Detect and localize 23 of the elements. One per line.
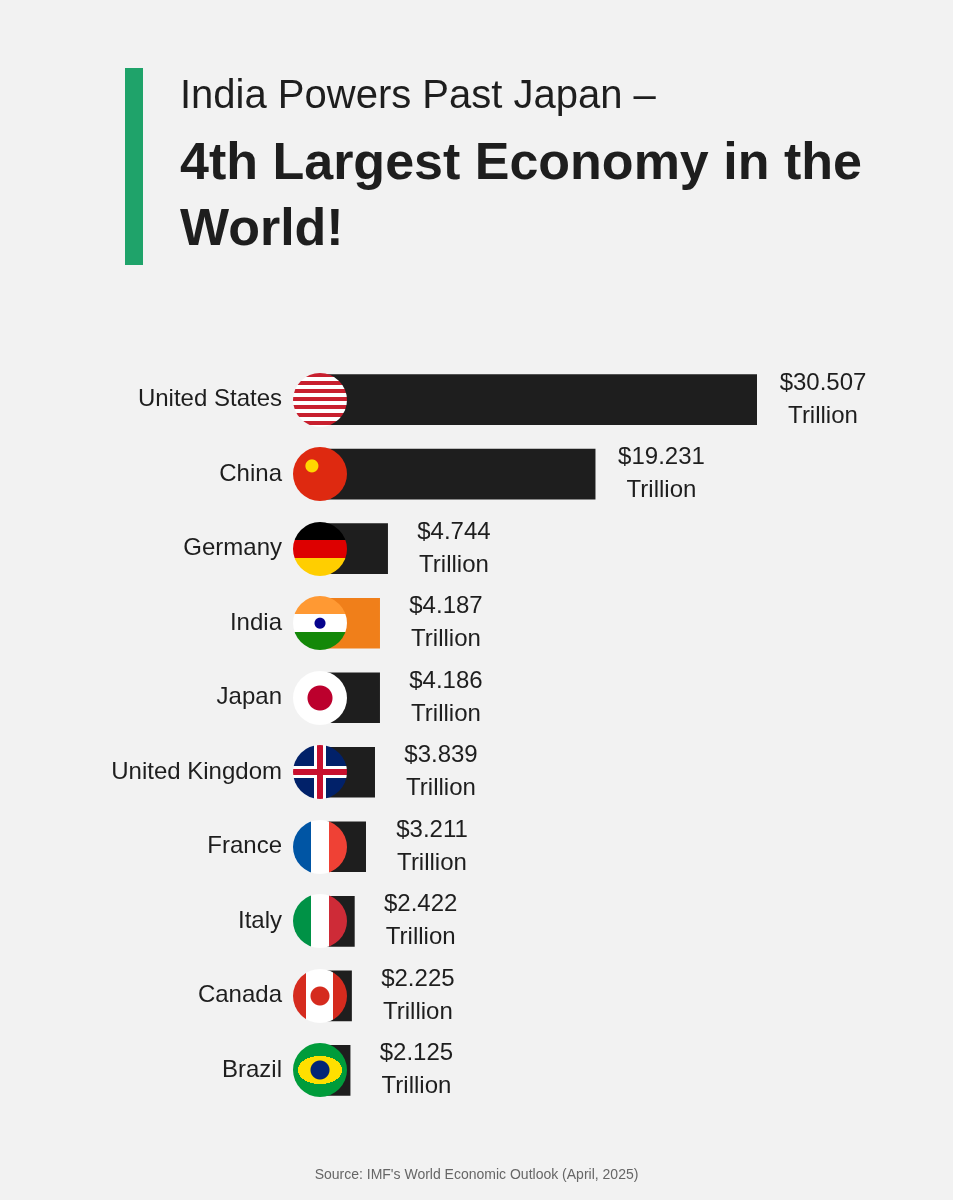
y-tick-label: France: [207, 831, 282, 859]
y-tick-label: Germany: [183, 533, 282, 561]
data-label: $2.422 Trillion: [383, 889, 458, 950]
data-label: $19.231 Trillion: [618, 442, 705, 503]
y-tick-label: Canada: [197, 980, 283, 1008]
data-label: $3.211 Trillion: [396, 814, 468, 875]
data-label: $3.839 Trillion: [404, 740, 478, 801]
y-tick-label: Brazil: [221, 1054, 282, 1082]
y-tick-label: United States: [137, 384, 282, 412]
data-label: $4.186 Trillion: [409, 665, 483, 726]
y-tick-label: Italy: [237, 905, 282, 933]
chart-title: India Powers Past Japan –: [180, 72, 656, 117]
y-tick-label: India: [229, 607, 283, 635]
y-tick-label: United Kingdom: [111, 756, 282, 784]
source-note: Source: IMF's World Economic Outlook (April, 2025): [313, 1166, 640, 1182]
chart-subtitle: 4th Largest Economy in the World!: [180, 131, 863, 258]
data-label: $30.507 Trillion: [779, 367, 867, 428]
y-tick-label: Japan: [216, 682, 282, 710]
data-label: $2.225 Trillion: [381, 963, 455, 1024]
data-label: $4.187 Trillion: [409, 591, 483, 652]
data-label: $4.744 Trillion: [417, 516, 491, 577]
data-label: $2.125 Trillion: [379, 1038, 454, 1099]
y-tick-label: China: [219, 458, 283, 486]
